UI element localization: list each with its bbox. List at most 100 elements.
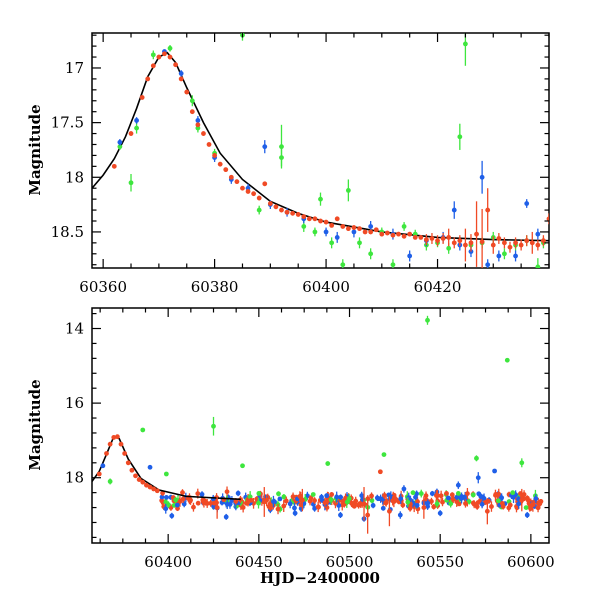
- data-point-green: [345, 187, 351, 193]
- band-point-green: [256, 500, 261, 506]
- data-point-blue: [292, 510, 298, 516]
- band-point-red: [465, 491, 470, 496]
- data-point-blue: [351, 229, 357, 235]
- data-point-red: [485, 207, 491, 213]
- x-tick-label: 60600: [507, 553, 555, 571]
- data-point-red: [223, 167, 229, 173]
- data-point-red: [129, 467, 135, 473]
- data-point-red: [496, 236, 502, 241]
- band-point-green: [165, 502, 171, 508]
- band-point-red: [528, 506, 533, 511]
- data-point-red: [387, 508, 392, 514]
- data-point-blue: [451, 207, 457, 213]
- data-point-red: [122, 451, 128, 456]
- band-point-blue: [338, 494, 344, 500]
- data-point-blue: [455, 482, 461, 488]
- band-point-blue: [235, 490, 241, 496]
- x-tick-label: 60550: [416, 553, 464, 571]
- band-point-red: [180, 490, 185, 495]
- data-point-blue: [134, 118, 139, 123]
- data-point-red: [323, 219, 329, 225]
- band-point-blue: [174, 502, 180, 508]
- panel-top: 60360 60380 60400 60420 17 17.5 18 18.5 Magnitu…: [26, 32, 550, 296]
- band-point-blue: [334, 494, 340, 500]
- band-point-red: [233, 498, 239, 504]
- data-point-red: [435, 238, 440, 244]
- band-point-red: [438, 493, 444, 499]
- band-point-red: [475, 500, 481, 505]
- data-point-red: [261, 499, 267, 505]
- data-point-blue: [195, 118, 201, 123]
- data-point-red: [440, 236, 446, 241]
- data-point-blue: [178, 71, 184, 76]
- x-tick-label: 60500: [326, 553, 374, 571]
- data-point-green: [401, 224, 407, 229]
- data-point-green: [519, 460, 525, 466]
- panel-bottom-data: [92, 315, 544, 534]
- data-point-blue: [513, 253, 518, 259]
- panel-bottom: 60400 60450 60500 60550 60600 14 16 18 Magnitud…: [26, 307, 555, 587]
- data-point-red: [234, 179, 240, 185]
- data-point-red: [318, 218, 323, 224]
- data-point-blue: [524, 512, 530, 518]
- band-point-red: [208, 500, 214, 506]
- data-point-red: [156, 54, 162, 60]
- data-point-red: [125, 460, 131, 466]
- data-point-green: [107, 479, 113, 484]
- data-point-red: [518, 242, 524, 248]
- band-point-red: [369, 493, 374, 499]
- band-point-green: [495, 498, 501, 504]
- band-point-red: [281, 503, 287, 509]
- data-point-green: [510, 490, 516, 496]
- data-point-blue: [338, 512, 343, 518]
- data-point-red: [114, 434, 120, 440]
- data-point-red: [368, 229, 374, 235]
- model-curve: [92, 51, 549, 242]
- data-point-red: [147, 484, 153, 490]
- data-point-red: [144, 482, 149, 488]
- data-point-red: [479, 239, 485, 245]
- band-point-blue: [454, 494, 460, 500]
- data-point-red: [421, 505, 427, 510]
- band-point-green: [281, 494, 287, 500]
- band-point-red: [290, 494, 296, 500]
- band-point-green: [466, 499, 472, 504]
- band-point-red: [423, 493, 429, 499]
- data-point-red: [256, 195, 262, 201]
- band-point-red: [212, 500, 217, 506]
- data-point-red: [513, 240, 518, 246]
- data-point-green: [163, 471, 169, 477]
- data-point-green: [167, 45, 173, 51]
- data-point-blue: [323, 229, 329, 235]
- data-point-green: [457, 134, 463, 140]
- data-point-red: [546, 216, 549, 222]
- data-point-red: [195, 122, 201, 128]
- x-tick-label: 60400: [144, 553, 192, 571]
- band-point-red: [195, 500, 201, 506]
- band-point-green: [173, 497, 179, 503]
- band-point-green: [418, 491, 424, 496]
- data-point-green: [318, 196, 323, 202]
- data-point-red: [519, 497, 525, 503]
- data-point-red: [273, 204, 279, 210]
- data-point-green: [301, 224, 307, 229]
- data-point-red: [396, 231, 401, 237]
- data-point-red: [162, 51, 167, 57]
- data-point-red: [357, 226, 362, 232]
- data-point-green: [329, 240, 335, 246]
- data-point-red: [107, 441, 113, 447]
- data-point-red: [345, 226, 351, 232]
- band-point-red: [470, 500, 476, 506]
- data-point-red: [206, 142, 212, 147]
- band-point-red: [521, 492, 527, 497]
- data-point-red: [228, 174, 234, 180]
- band-point-blue: [277, 496, 283, 502]
- band-point-red: [525, 497, 531, 503]
- data-point-green: [256, 490, 262, 496]
- band-point-red: [175, 506, 180, 511]
- data-point-blue: [262, 144, 268, 150]
- band-point-blue: [413, 494, 418, 500]
- band-point-blue: [164, 494, 169, 500]
- band-point-red: [407, 505, 413, 511]
- data-point-green: [425, 317, 430, 323]
